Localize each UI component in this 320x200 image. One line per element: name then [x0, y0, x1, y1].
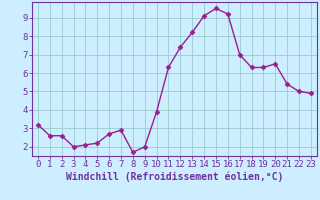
X-axis label: Windchill (Refroidissement éolien,°C): Windchill (Refroidissement éolien,°C): [66, 172, 283, 182]
